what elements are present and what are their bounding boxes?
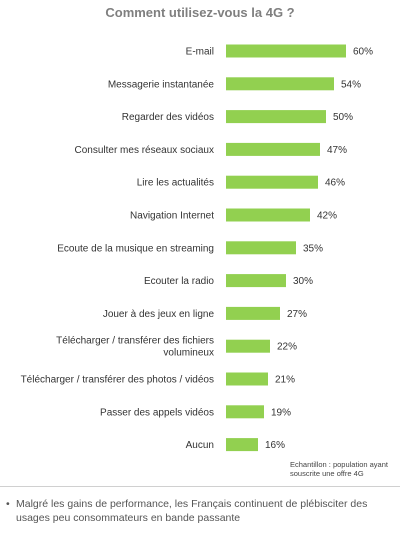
value-label: 46%	[325, 178, 345, 189]
bar	[226, 274, 286, 288]
category-label: Télécharger / transférer des photos / vi…	[21, 375, 214, 386]
bar	[226, 241, 296, 255]
category-label: Passer des appels vidéos	[100, 407, 214, 418]
bar	[226, 175, 318, 189]
category-label: Navigation Internet	[130, 211, 214, 222]
bar	[226, 208, 310, 222]
bar	[226, 306, 280, 320]
value-label: 22%	[277, 342, 297, 353]
sample-note: Echantillon : population ayant souscrite…	[290, 460, 390, 478]
category-label: Regarder des vidéos	[122, 112, 214, 123]
bar	[226, 77, 334, 91]
category-label: Lire les actualités	[137, 178, 214, 189]
value-label: 60%	[353, 47, 373, 58]
bar	[226, 142, 320, 156]
bar	[226, 110, 326, 124]
sample-note-line1: Echantillon : population ayant	[290, 460, 388, 469]
value-label: 54%	[341, 79, 361, 90]
value-label: 30%	[293, 276, 313, 287]
category-label: E-mail	[186, 47, 214, 58]
value-label: 42%	[317, 211, 337, 222]
bar-chart: E-mail 60% Messagerie instantanée 54% Regard…	[21, 44, 373, 452]
value-label: 21%	[275, 375, 295, 386]
sample-note-line2: souscrite une offre 4G	[290, 469, 364, 478]
footnote-bullet: •	[6, 498, 10, 510]
divider	[0, 486, 400, 487]
category-label: Messagerie instantanée	[108, 79, 215, 90]
value-label: 27%	[287, 309, 307, 320]
category-label: Télécharger / transférer des fichiers	[56, 336, 214, 347]
footnote-text: Malgré les gains de performance, les Fra…	[16, 498, 368, 524]
category-label: Aucun	[186, 440, 214, 451]
value-label: 47%	[327, 145, 347, 156]
value-label: 35%	[303, 243, 323, 254]
category-label: Jouer à des jeux en ligne	[103, 309, 215, 320]
category-label: volumineux	[163, 348, 214, 359]
value-label: 16%	[265, 440, 285, 451]
footnote: • Malgré les gains de performance, les F…	[6, 497, 394, 525]
bar	[226, 339, 270, 353]
bar	[226, 405, 264, 419]
category-label: Ecoute de la musique en streaming	[57, 243, 214, 254]
value-label: 50%	[333, 112, 353, 123]
chart-title: Comment utilisez-vous la 4G ?	[105, 5, 295, 20]
category-label: Consulter mes réseaux sociaux	[74, 145, 214, 156]
value-label: 19%	[271, 407, 291, 418]
bar	[226, 44, 346, 58]
category-label: Ecouter la radio	[144, 276, 214, 287]
bar	[226, 372, 268, 386]
bar	[226, 438, 258, 452]
